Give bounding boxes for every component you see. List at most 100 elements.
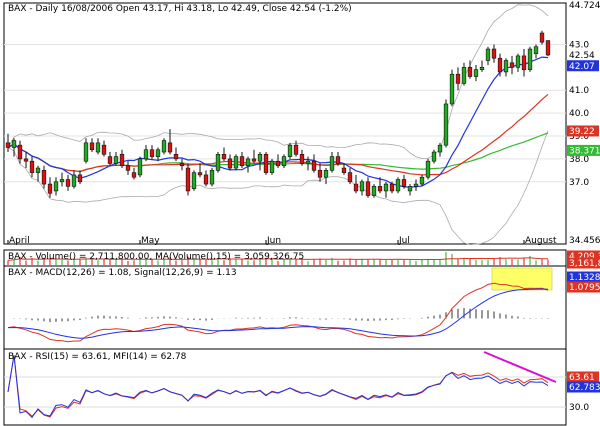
price-axis-tick: 37.0 [569,178,589,188]
price-axis-tick: 40.0 [569,109,589,119]
candle-body [53,181,59,192]
month-label: August [525,236,557,246]
candle-body [137,158,143,176]
bollinger-lower-line [7,130,549,246]
candle-body [35,167,41,173]
candle-body [89,142,95,151]
rsi-trend-line [483,351,557,383]
candle-body [449,73,455,105]
candle-body [239,156,245,167]
price-tag: 42.54 [569,51,595,61]
candle-body [425,160,431,178]
candle-body [521,55,527,70]
candle-body [515,55,521,68]
candle-body [119,154,125,167]
rsi-tag: 62.783 [569,383,600,393]
volume-series-layer: 4,209,3253,161,899 [7,250,600,269]
candle-body [371,186,377,196]
candle-body [341,167,347,173]
price-panel-frame [3,2,567,245]
candle-body [17,144,23,160]
candle-body [23,158,29,162]
volume-tag: 3,161,899 [569,259,600,269]
candle-body [197,172,203,176]
axis-labels-layer: 37.0 38.0 39.0 40.0 41.0 43.0 44.7243 42.5442.0… [7,0,600,246]
candle-body [497,57,503,73]
candle-body [479,67,485,70]
candle-body [65,179,71,187]
candle-body [155,149,161,157]
candle-body [365,181,371,196]
rsi-tag-bg [567,371,599,383]
candle-body [533,46,539,54]
candle-body [347,172,353,183]
candle-body [407,186,413,192]
candle-body [47,183,53,194]
candle-body [461,67,467,84]
candle-body [227,158,233,169]
price-tag-bg [567,60,599,72]
candle-body [215,154,221,171]
candle-body [377,186,383,192]
price-tag: 34.4562 [569,236,600,246]
candle-body [545,40,551,56]
candle-body [245,158,251,167]
candle-body [29,160,35,173]
macd-tag-bg [567,271,600,283]
candle-body [287,144,293,157]
candle-body [203,174,209,185]
candle-body [191,172,197,189]
candle-body [509,62,515,68]
candle-body [167,142,173,153]
candle-body [131,172,137,178]
price-tag-bg [567,234,600,246]
candle-body [233,156,239,169]
candle-body [107,156,113,164]
candle-body [401,179,407,187]
candle-body [179,163,185,167]
candle-body [281,156,287,167]
rsi-tag-bg [567,381,600,393]
candle-body [527,48,533,70]
month-label: April [9,236,30,246]
candle-body [389,183,395,192]
price-tag-bg [567,0,600,11]
macd-highlight-box [491,267,553,291]
volume-panel-title: BAX - Volume() = 2,711,800.00, MA(Volume… [8,252,304,262]
volume-tag-bg [567,257,600,269]
mfi-line [7,355,549,419]
candle-body [299,154,305,164]
candle-body [359,181,365,192]
macd-panel-frame [3,265,567,350]
price-axis-tick: 38.0 [569,155,589,165]
rsi-panel-title: BAX - RSI(15) = 63.61, MFI(14) = 62.78 [8,352,187,362]
candle-body [395,179,401,192]
candle-body [305,160,311,164]
candle-body [485,48,491,61]
candle-body [473,69,479,77]
candle-body [173,154,179,160]
candle-body [221,154,227,160]
candle-body [113,156,119,164]
macd-panel-title: BAX - MACD(12,26) = 1.08, Signal(12,26,9… [8,268,237,278]
price-tag: 39.22 [569,127,595,137]
macd-tag: 1.13288 [569,273,600,283]
candle-body [5,142,11,148]
rsi-panel-frame [3,348,567,426]
price-tag-bg [567,49,599,61]
macd-signal-line [7,288,549,339]
candle-body [257,154,263,162]
candle-body [491,48,497,59]
price-tag-bg [567,144,600,156]
candle-body [275,160,281,167]
rsi-tag: 63.61 [569,373,595,383]
candle-body [101,144,107,155]
candle-body [431,151,437,162]
candle-body [59,179,65,183]
price-tag-bg [567,125,599,137]
candle-body [311,160,317,171]
candle-body [413,183,419,187]
candle-body [293,144,299,155]
candle-body [149,149,155,157]
